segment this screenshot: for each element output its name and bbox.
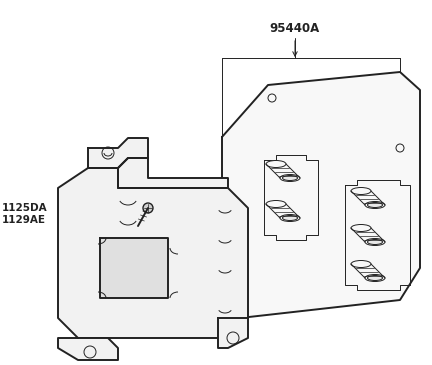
Ellipse shape [266,161,286,168]
Ellipse shape [351,224,371,231]
Polygon shape [58,168,248,338]
Text: 95440A: 95440A [270,22,320,35]
Polygon shape [58,338,118,360]
Polygon shape [118,158,228,188]
Ellipse shape [368,203,382,207]
Ellipse shape [351,188,371,195]
Ellipse shape [283,176,298,181]
Ellipse shape [266,200,286,207]
Ellipse shape [368,239,382,245]
Polygon shape [88,138,148,168]
Circle shape [143,203,153,213]
Text: 1129AE: 1129AE [2,215,46,225]
Polygon shape [222,72,420,318]
Polygon shape [100,238,168,298]
Ellipse shape [368,276,382,280]
Text: 1125DA: 1125DA [2,203,48,213]
Polygon shape [218,318,248,348]
Ellipse shape [351,261,371,268]
Ellipse shape [283,215,298,220]
